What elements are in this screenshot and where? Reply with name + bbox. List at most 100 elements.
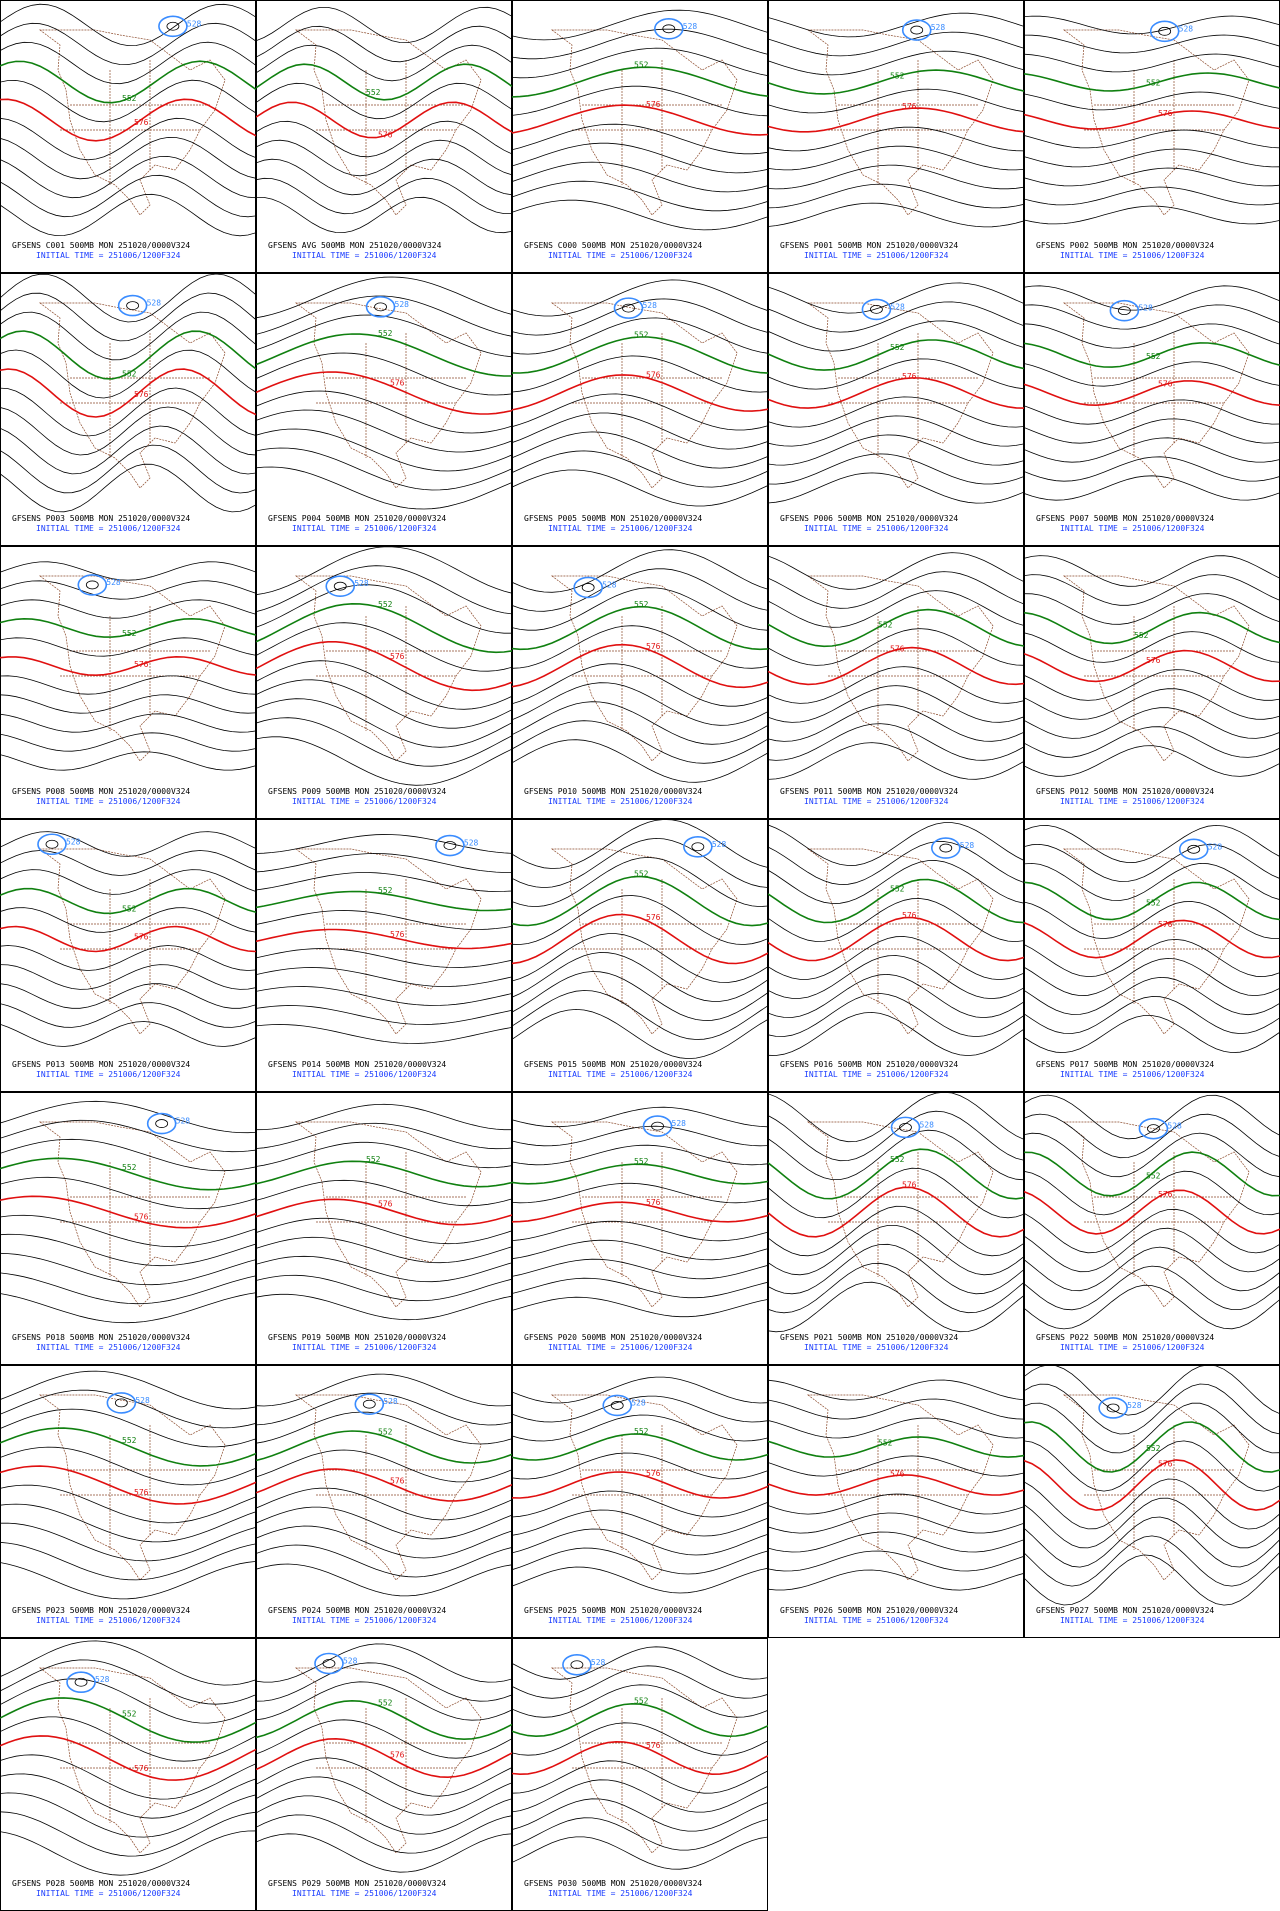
low-contour [322, 1659, 336, 1668]
contour-label: 528 [106, 578, 121, 587]
low-contour [1098, 1397, 1128, 1419]
contour-label: 528 [1138, 304, 1153, 313]
contour [0, 1427, 256, 1467]
contour [1024, 1132, 1280, 1178]
contour [1024, 1227, 1280, 1273]
contour [256, 1103, 512, 1131]
map-panel: 528 552 576 GFSENS P013 500MB MON 251020/00… [0, 819, 256, 1092]
contour [0, 637, 256, 657]
contour [512, 1182, 768, 1204]
contour [0, 1446, 256, 1486]
contour [256, 660, 512, 710]
contour [1024, 707, 1280, 739]
contour [1024, 1535, 1280, 1587]
contour [768, 88, 1024, 114]
contour [0, 3, 256, 47]
panel-border [1024, 546, 1280, 819]
panel-border [512, 1365, 768, 1638]
contour [256, 1005, 512, 1025]
low-contour [581, 583, 595, 592]
contour [0, 1119, 256, 1153]
panel-init-time: INITIAL TIME = 251006/1200F324 [292, 797, 437, 806]
panel-border [256, 1638, 512, 1911]
contour [0, 675, 256, 695]
map-panel: 528 552 576 GFSENS P027 500MB MON 251020/00… [1024, 1365, 1280, 1638]
contour-label: 552 [634, 1427, 649, 1436]
contour [768, 898, 1024, 943]
contour [0, 444, 256, 494]
low-contour [1187, 844, 1201, 854]
contour [1024, 555, 1280, 587]
contour-label: 528 [683, 22, 698, 31]
contour [768, 339, 1024, 371]
contour [256, 853, 512, 873]
contour [0, 387, 256, 437]
contour [256, 333, 512, 377]
contour [512, 625, 768, 669]
contour-label: 576 [1146, 656, 1161, 665]
contour [256, 1160, 512, 1188]
contour [512, 104, 768, 136]
contour-label: 528 [1127, 1401, 1142, 1410]
contour [1024, 996, 1280, 1035]
contour [0, 406, 256, 456]
contour [768, 742, 1024, 780]
contour [0, 1214, 256, 1248]
panel-title: GFSENS P009 500MB MON 251020/0000V324 [268, 787, 446, 796]
panel-init-time: INITIAL TIME = 251006/1200F324 [292, 1343, 437, 1352]
panel-border [1024, 1092, 1280, 1365]
panel-title: GFSENS P016 500MB MON 251020/0000V324 [780, 1060, 958, 1069]
contour [0, 1389, 256, 1429]
contour-label: 576 [134, 660, 149, 669]
contour [512, 1258, 768, 1280]
contour [0, 887, 256, 915]
contour [512, 1376, 768, 1404]
contour [1024, 881, 1280, 921]
map-panel: 528 552 576 GFSENS P018 500MB MON 251020/00… [0, 1092, 256, 1365]
panel-title: GFSENS P014 500MB MON 251020/0000V324 [268, 1060, 446, 1069]
panel-title: GFSENS AVG 500MB MON 251020/0000V324 [268, 241, 442, 250]
contour [1024, 938, 1280, 978]
contour [512, 819, 768, 869]
contour-label: 528 [931, 23, 946, 32]
contour [512, 663, 768, 707]
low-contour [930, 837, 961, 859]
contour [0, 1640, 256, 1686]
contour-label: 576 [1158, 1460, 1173, 1469]
contour [768, 1148, 1024, 1200]
contour [512, 1722, 768, 1756]
map-panel: 552 576 GFSENS P019 500MB MON 251020/0000V… [256, 1092, 512, 1365]
contour [1024, 129, 1280, 149]
contour [1024, 1208, 1280, 1254]
map-panel: 528 552 576 GFSENS P009 500MB MON 251020/00… [256, 546, 512, 819]
contour [0, 907, 256, 933]
panel-title: GFSENS C000 500MB MON 251020/0000V324 [524, 241, 702, 250]
panel-title: GFSENS P008 500MB MON 251020/0000V324 [12, 787, 190, 796]
low-contour [602, 1394, 633, 1417]
contour [0, 330, 256, 380]
contour-label: 576 [890, 645, 905, 654]
contour [512, 1125, 768, 1147]
contour-label: 528 [631, 1398, 646, 1407]
panel-title: GFSENS P021 500MB MON 251020/0000V324 [780, 1333, 958, 1342]
contour [1024, 611, 1280, 645]
low-contour [155, 1119, 169, 1128]
low-contour [610, 1401, 624, 1410]
contour [0, 1370, 256, 1410]
contour [1024, 304, 1280, 330]
contour-label: 552 [378, 600, 393, 609]
contour [512, 720, 768, 764]
panel-title: GFSENS P003 500MB MON 251020/0000V324 [12, 514, 190, 523]
contour-label: 576 [646, 642, 661, 651]
contour [0, 599, 256, 619]
map-panel: 528 552 576 GFSENS P010 500MB MON 251020/00… [512, 546, 768, 819]
low-contour [1147, 1124, 1160, 1134]
contour [256, 1737, 512, 1779]
map-panel: 552 576 GFSENS P012 500MB MON 251020/0000V… [1024, 546, 1280, 819]
contour [0, 349, 256, 399]
contour-label: 552 [634, 870, 649, 879]
contour [512, 1646, 768, 1680]
contour [256, 1563, 512, 1597]
contour [0, 1465, 256, 1505]
low-contour [1109, 299, 1140, 322]
